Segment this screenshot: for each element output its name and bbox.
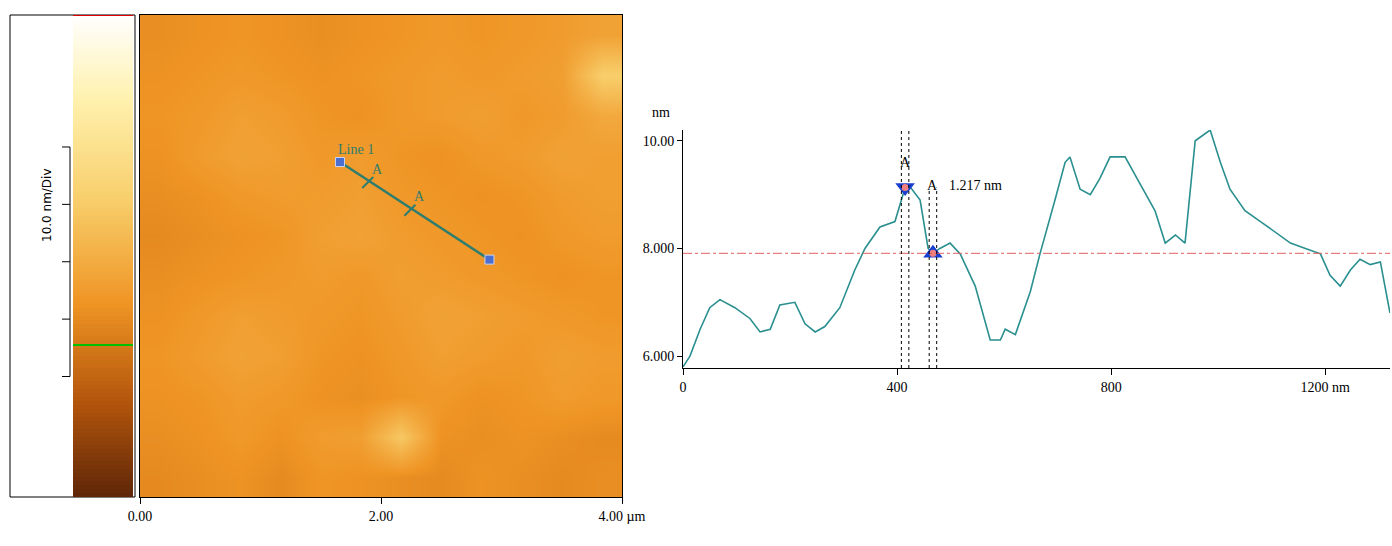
- svg-text:1200 nm: 1200 nm: [1301, 380, 1351, 395]
- svg-text:4.00 µm: 4.00 µm: [599, 509, 646, 524]
- svg-text:400: 400: [887, 380, 908, 395]
- svg-text:6.000: 6.000: [643, 349, 675, 364]
- svg-text:Line 1: Line 1: [338, 142, 374, 157]
- svg-text:10.0 nm/Div: 10.0 nm/Div: [40, 168, 54, 242]
- svg-text:2.00: 2.00: [369, 509, 394, 524]
- svg-text:nm: nm: [652, 105, 670, 120]
- svg-text:8.000: 8.000: [643, 241, 675, 256]
- svg-text:800: 800: [1101, 380, 1122, 395]
- svg-text:A: A: [927, 178, 938, 193]
- svg-text:1.217 nm: 1.217 nm: [949, 178, 1002, 193]
- svg-text:A: A: [414, 189, 425, 204]
- svg-text:0: 0: [680, 380, 687, 395]
- svg-text:0.00: 0.00: [128, 509, 153, 524]
- svg-text:A: A: [372, 162, 383, 177]
- svg-text:A: A: [900, 155, 911, 170]
- svg-text:10.00: 10.00: [643, 134, 675, 149]
